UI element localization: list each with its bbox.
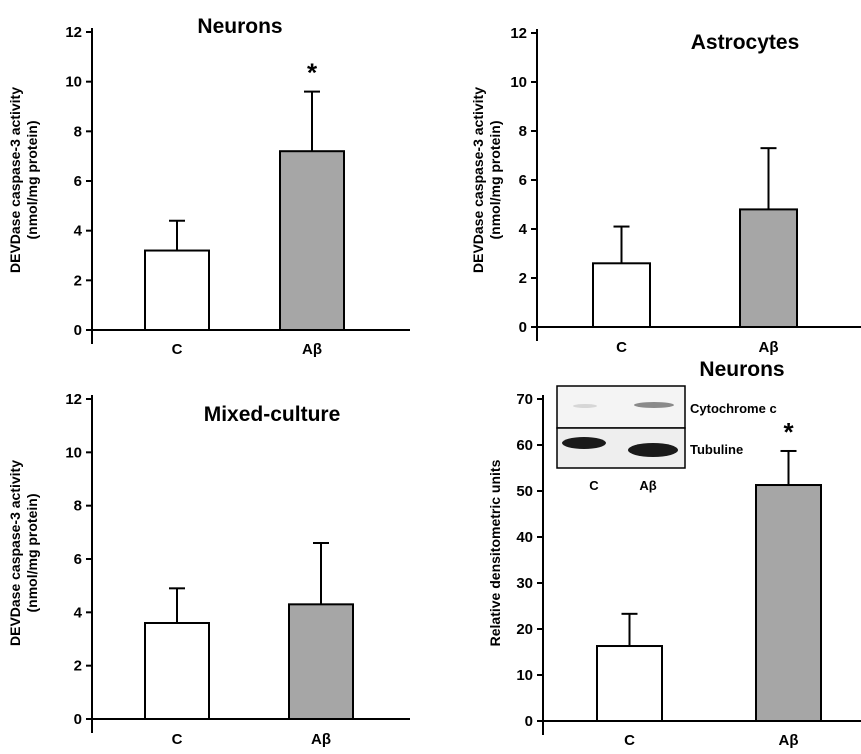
blot-lane-abeta: Aβ [639,478,656,493]
y-tick-label: 12 [510,25,527,42]
blot-label-tubuline: Tubuline [690,442,743,457]
y-tick-label: 70 [516,391,533,408]
y-tick-label: 20 [516,621,533,638]
blot-label-cytochrome: Cytochrome c [690,401,777,416]
blot-band-tubuline-abeta [628,443,678,457]
y-tick-label: 10 [516,667,533,684]
bar-c [144,249,210,332]
y-tick-label: 4 [74,604,83,621]
bar-c [592,262,651,328]
y-axis-label: DEVDase caspase-3 activity(nmol/mg prote… [470,87,503,273]
bar-abeta [739,208,798,328]
panel4-title: Neurons [699,358,784,381]
y-tick-label: 0 [519,319,527,336]
y-tick-label: 10 [510,74,527,91]
y-axis-label: Relative densitometric units [487,459,503,646]
y-tick-label: 12 [65,391,82,408]
y-tick-label: 2 [74,272,82,289]
y-tick-label: 8 [519,123,527,140]
bar-c [596,645,663,723]
category-label: Aβ [302,341,322,358]
blot-band-tubuline-c [562,437,606,449]
y-tick-label: 2 [519,270,527,287]
western-blot-inset: Cytochrome c Tubuline C Aβ [556,385,777,493]
significance-marker: * [783,417,794,447]
y-tick-label: 0 [74,711,82,728]
y-tick-label: 8 [74,498,82,515]
y-axis-label: DEVDase caspase-3 activity(nmol/mg prote… [7,460,40,646]
y-tick-label: 2 [74,658,82,675]
y-tick-label: 6 [74,551,82,568]
panel2-title: Astrocytes [691,31,800,54]
y-axis-label: DEVDase caspase-3 activity(nmol/mg prote… [7,87,40,273]
y-tick-label: 4 [519,221,528,238]
y-tick-label: 12 [65,24,82,41]
category-label: C [616,339,627,356]
y-tick-label: 6 [74,173,82,190]
y-tick-label: 0 [74,322,82,339]
y-tick-label: 10 [65,444,82,461]
chart-panel-4: 0 10 20 30 40 50 60 70 Relative densitometric un… [487,391,861,749]
category-label: C [172,731,183,748]
panel1-title: Neurons [197,15,282,38]
y-tick-label: 4 [74,223,83,240]
blot-band-cytochrome-abeta [634,402,674,408]
panel3-title: Mixed-culture [204,403,341,426]
y-tick-label: 0 [525,713,533,730]
category-label: Aβ [779,732,799,749]
y-tick-label: 60 [516,437,533,454]
chart-panel-2: 0 2 4 6 8 10 12 DEVDase caspase-3 activity(nmol… [470,25,861,356]
y-tick-label: 40 [516,529,533,546]
blot-lane-c: C [589,478,599,493]
bar-abeta [755,484,822,722]
y-tick-label: 6 [519,172,527,189]
bar-abeta [288,603,354,720]
chart-panel-1: 0 2 4 6 8 10 12 DEVDase caspase-3 activity(nmol… [7,24,410,358]
category-label: C [172,341,183,358]
category-label: C [624,732,635,749]
chart-panel-3: 0 2 4 6 8 10 12 DEVDase caspase-3 activity(nmol… [7,391,410,748]
y-tick-label: 30 [516,575,533,592]
category-label: Aβ [759,339,779,356]
y-tick-label: 50 [516,483,533,500]
blot-band-cytochrome-c [573,404,597,408]
category-label: Aβ [311,731,331,748]
y-tick-label: 10 [65,74,82,91]
significance-marker: * [307,58,318,88]
bar-abeta [279,150,345,331]
y-tick-label: 8 [74,123,82,140]
bar-c [144,622,210,720]
